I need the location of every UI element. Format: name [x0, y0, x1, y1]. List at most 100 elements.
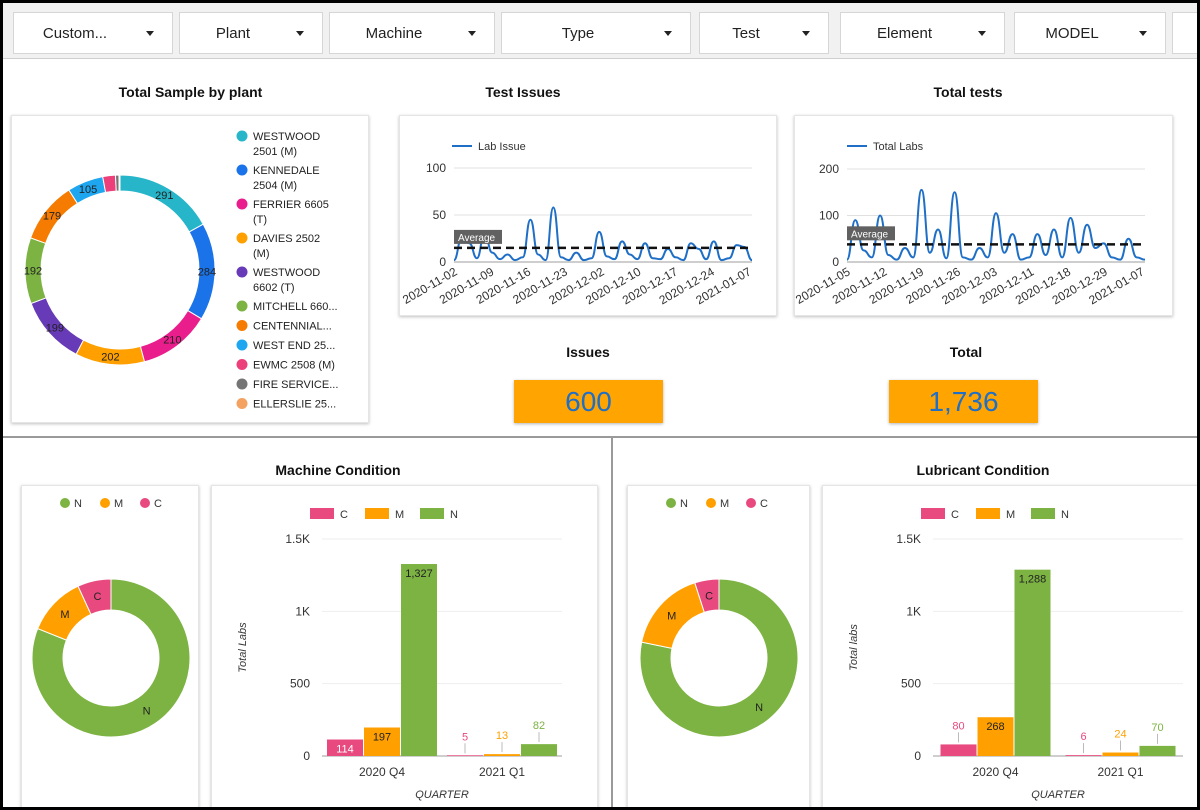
- tests-line-chart: 0100200Average2020-11-052020-11-122020-1…: [793, 141, 1147, 307]
- section-divider: [3, 436, 1197, 438]
- title-lubricant-condition: Lubricant Condition: [916, 462, 1050, 478]
- filter-element-label: Element: [876, 25, 933, 42]
- title-total-sample: Total Sample by plant: [118, 84, 263, 100]
- filter-more[interactable]: [1172, 12, 1197, 54]
- legend-dot: [236, 130, 248, 142]
- legend-label: FIRE SERVICE...: [253, 379, 338, 391]
- legend-label: CENTENNIAL...: [253, 321, 332, 333]
- legend-label: 2501 (M): [253, 146, 297, 158]
- chevron-down-icon: [978, 31, 986, 36]
- legend-label-c: C: [760, 498, 768, 510]
- filter-test-label: Test: [732, 25, 760, 42]
- legend-dot: [746, 498, 756, 508]
- legend-dot: [100, 498, 110, 508]
- legend-dot: [236, 398, 248, 409]
- legend-dot: [236, 266, 248, 278]
- bar-n-2021-q1: [1139, 745, 1176, 756]
- bar-m-2020-q4: [977, 717, 1014, 756]
- legend-label: Lab Issue: [478, 141, 526, 153]
- bar-label: 5: [462, 731, 468, 743]
- bar-m-2020-q4: [364, 727, 400, 756]
- bar-label: 268: [986, 721, 1004, 733]
- chevron-down-icon: [802, 31, 810, 36]
- legend-label: WESTWOOD: [253, 267, 320, 279]
- slice-label: N: [143, 706, 151, 718]
- bar-label: 70: [1151, 722, 1163, 734]
- section-divider-vertical: [611, 438, 613, 807]
- legend-label: FERRIER 6605: [253, 199, 329, 211]
- plant-donut-chart: 291 284 210 202 199 192 179 105 WESTWOOD 2501 (M)…: [24, 130, 338, 411]
- plant-chart-card: 291 284 210 202 199 192 179 105 WESTWOOD 2501 (M)…: [11, 115, 369, 423]
- y-tick-label: 1K: [295, 604, 310, 618]
- total-scorecard: 1,736: [889, 380, 1038, 423]
- legend-swatch: [310, 508, 334, 519]
- y-tick-label: 1.5K: [896, 532, 921, 546]
- legend-label: (T): [253, 214, 267, 226]
- slice-label: 284: [198, 267, 216, 279]
- lube-donut-chart: N M C N M C: [639, 498, 799, 738]
- chevron-down-icon: [664, 31, 672, 36]
- y-tick-label: 0: [832, 255, 839, 269]
- legend-dot: [236, 320, 248, 331]
- slice-label: M: [60, 609, 69, 621]
- legend-label: WEST END 25...: [253, 340, 335, 352]
- machine-donut-card: N M C N M C: [21, 485, 199, 807]
- slice-label: C: [705, 590, 713, 602]
- y-tick-label: 500: [901, 677, 921, 691]
- legend-label-m: M: [1006, 509, 1015, 521]
- bar-n-2020-q4: [1014, 569, 1051, 756]
- slice-n: [31, 578, 191, 738]
- legend-label-m: M: [720, 498, 729, 510]
- legend-label: ELLERSLIE 25...: [253, 399, 336, 411]
- x-tick-label: 2021 Q1: [1097, 765, 1143, 779]
- filter-customer[interactable]: Custom...: [13, 12, 173, 54]
- slice-ewmc-2508-m-: [102, 174, 117, 193]
- filter-plant-label: Plant: [215, 25, 251, 42]
- bar-m-2021-q1: [1102, 752, 1139, 756]
- title-total-tests: Total tests: [933, 84, 1003, 100]
- y-tick-label: 100: [819, 209, 839, 223]
- title-issues: Issues: [566, 344, 610, 360]
- lube-donut-card: N M C N M C: [627, 485, 810, 807]
- filter-type[interactable]: Type: [501, 12, 691, 54]
- bar-label: 6: [1080, 731, 1086, 743]
- x-axis-title: QUARTER: [1031, 789, 1085, 801]
- legend-label-m: M: [114, 498, 123, 510]
- issues-scorecard: 600: [514, 380, 663, 423]
- legend-label: EWMC 2508 (M): [253, 360, 335, 372]
- bar-label: 1,288: [1019, 574, 1047, 586]
- lube-bar-card: 0 500 1K 1.5K 80 268 1,288 2020 Q4 6 24 70 2021 Q1 Q…: [822, 485, 1197, 807]
- slice-ellerslie-25-: [118, 174, 121, 192]
- filter-machine[interactable]: Machine: [329, 12, 495, 54]
- filter-model-label: MODEL: [1045, 25, 1099, 42]
- bar-label: 24: [1114, 729, 1126, 741]
- series-line-total-labs: [846, 188, 1146, 261]
- average-badge: [454, 229, 502, 244]
- legend-label: KENNEDALE: [253, 165, 320, 177]
- bar-c-2021-q1: [1065, 755, 1102, 756]
- bar-label: 1,327: [405, 568, 433, 580]
- y-tick-label: 0: [303, 749, 310, 763]
- legend-dot: [706, 498, 716, 508]
- legend-label: Total Labs: [873, 141, 924, 153]
- slice-label: 210: [163, 334, 181, 346]
- legend-label: WESTWOOD: [253, 131, 320, 143]
- filter-element[interactable]: Element: [840, 12, 1005, 54]
- y-axis-title: Total labs: [848, 624, 860, 671]
- chevron-down-icon: [1139, 31, 1147, 36]
- legend-label-n: N: [680, 498, 688, 510]
- filter-model[interactable]: MODEL: [1014, 12, 1166, 54]
- title-total: Total: [949, 344, 983, 360]
- filter-plant[interactable]: Plant: [179, 12, 323, 54]
- legend-label-c: C: [340, 509, 348, 521]
- slice-label: M: [667, 611, 676, 623]
- legend-swatch: [921, 508, 945, 519]
- legend-swatch: [976, 508, 1000, 519]
- x-axis-title: QUARTER: [415, 789, 469, 801]
- legend-label-n: N: [74, 498, 82, 510]
- filter-machine-label: Machine: [365, 25, 423, 42]
- slice-n: [639, 578, 799, 738]
- filter-test[interactable]: Test: [699, 12, 829, 54]
- legend-label: 6602 (T): [253, 282, 295, 294]
- tests-chart-card: 0 100 200 Average 2020-11-05 2020-11-12 2020-1…: [793, 115, 1173, 316]
